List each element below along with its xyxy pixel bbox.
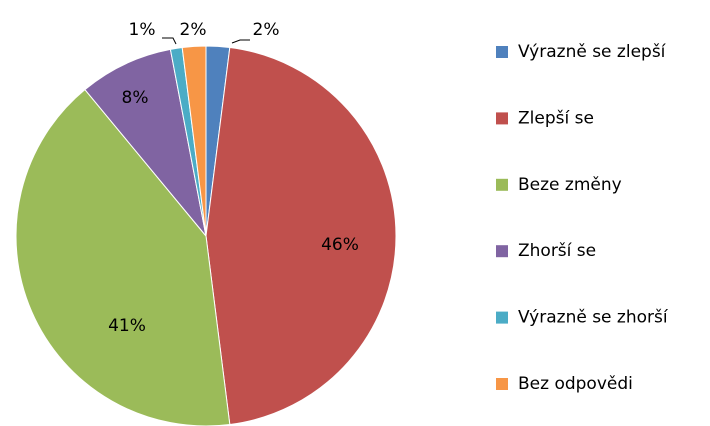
legend-swatch: [496, 311, 508, 324]
legend-swatch: [496, 46, 508, 58]
pie-slice: [15, 88, 231, 426]
data-label: 1%: [129, 20, 156, 40]
legend-label: Výrazně se zhorší: [518, 308, 669, 328]
legend-swatch: [496, 245, 508, 258]
data-label: 41%: [108, 316, 146, 336]
legend-label: Zlepší se: [518, 108, 594, 128]
data-label: 46%: [321, 235, 359, 255]
pie-slice: [205, 46, 397, 426]
leader-line: [162, 37, 177, 45]
legend-swatch: [496, 378, 508, 390]
legend-label: Beze změny: [518, 175, 622, 195]
legend-label: Zhorší se: [518, 241, 596, 261]
legend-label: Bez odpovědi: [518, 374, 633, 394]
leader-line: [231, 39, 250, 44]
legend-swatch: [496, 178, 508, 191]
legend-label: Výrazně se zlepší: [518, 42, 667, 62]
data-label: 2%: [180, 20, 207, 40]
data-label: 8%: [122, 88, 149, 108]
legend-swatch: [496, 112, 508, 125]
data-label: 2%: [253, 20, 280, 40]
pie-slice: [181, 45, 207, 237]
pie-slice: [84, 48, 207, 237]
